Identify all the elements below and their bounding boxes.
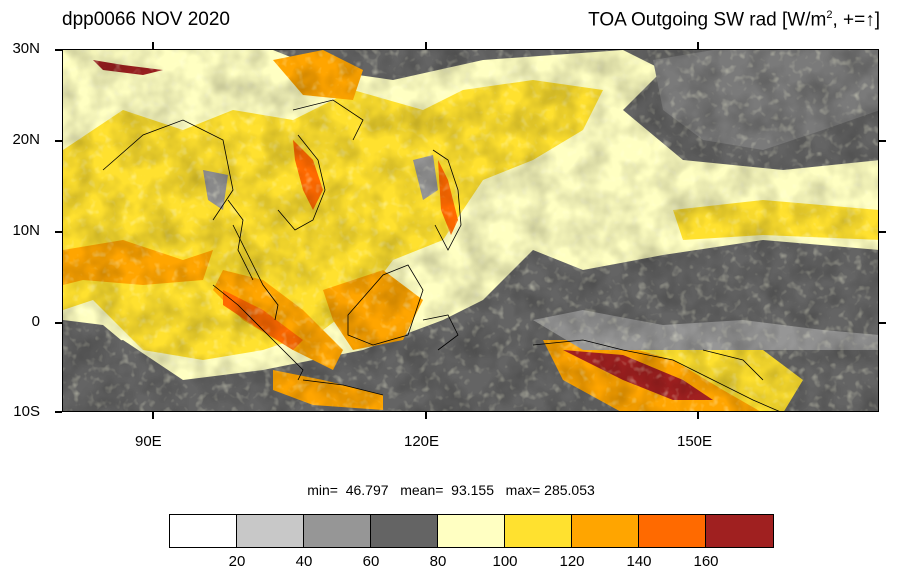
lat-tick-right-20n — [879, 140, 886, 142]
plot-title-left: dpp0066 NOV 2020 — [62, 9, 230, 30]
lat-tick-10s — [55, 411, 62, 413]
colorbar-swatch — [438, 515, 505, 547]
lon-tick-top-120e — [425, 42, 427, 49]
colorbar-label: 160 — [693, 553, 719, 570]
coast-indochina — [277, 134, 326, 231]
lat-label-0: 0 — [31, 313, 40, 330]
lat-label-10s: 10S — [13, 403, 40, 420]
coast-india — [102, 119, 234, 221]
colorbar-label: 20 — [228, 553, 246, 570]
lon-tick-150e — [697, 412, 699, 419]
lon-tick-120e — [425, 412, 427, 419]
colorbar-label: 140 — [626, 553, 652, 570]
colorbar-swatch — [371, 515, 438, 547]
colorbar — [169, 514, 774, 548]
lat-tick-0 — [55, 322, 62, 324]
lat-tick-30n — [55, 49, 62, 51]
colorbar-label: 100 — [492, 553, 518, 570]
coast-burma — [227, 199, 254, 281]
lat-label-30n: 30N — [12, 40, 40, 57]
lat-label-10n: 10N — [12, 222, 40, 239]
colorbar-swatch — [170, 515, 237, 547]
colorbar-label: 120 — [559, 553, 585, 570]
colorbar-swatch — [237, 515, 304, 547]
coast-philippines — [432, 149, 462, 251]
map-field — [63, 50, 878, 411]
coast-malay — [232, 224, 279, 321]
field-statistics: min= 46.797 mean= 93.155 max= 285.053 — [307, 482, 595, 498]
lat-label-20n: 20N — [12, 131, 40, 148]
lon-tick-90e — [152, 412, 154, 419]
lon-tick-top-90e — [152, 42, 154, 49]
title-right-main: TOA Outgoing SW rad [W/m — [588, 9, 827, 31]
colorbar-swatch — [505, 515, 572, 547]
lat-tick-10n — [55, 231, 62, 233]
lat-tick-right-10n — [879, 231, 886, 233]
map-panel — [62, 49, 879, 412]
coast-newguinea — [532, 339, 780, 411]
lat-tick-20n — [55, 140, 62, 142]
colorbar-swatch — [304, 515, 371, 547]
colorbar-label: 40 — [295, 553, 313, 570]
colorbar-swatch — [639, 515, 706, 547]
field-texture-dark — [63, 50, 878, 411]
lon-label-150e: 150E — [677, 433, 713, 450]
plot-title-right: TOA Outgoing SW rad [W/m2, +=↑] — [588, 9, 880, 31]
coast-sulawesi — [422, 314, 459, 351]
coast-borneo — [347, 264, 424, 346]
coast-bismarck — [702, 349, 764, 381]
lon-tick-top-150e — [697, 42, 699, 49]
colorbar-label: 60 — [362, 553, 380, 570]
lon-label-120e: 120E — [404, 433, 440, 450]
coastlines — [102, 99, 780, 411]
colorbar-swatch — [572, 515, 639, 547]
lat-tick-right-0 — [879, 322, 886, 324]
colorbar-swatch — [706, 515, 773, 547]
colorbar-label: 80 — [429, 553, 447, 570]
coast-sumatra — [212, 284, 304, 381]
title-right-sup: 2 — [826, 9, 833, 21]
title-right-tail: , +=↑] — [832, 9, 880, 31]
lon-label-90e: 90E — [135, 433, 162, 450]
coast-china — [292, 99, 364, 141]
coast-java — [302, 379, 384, 396]
